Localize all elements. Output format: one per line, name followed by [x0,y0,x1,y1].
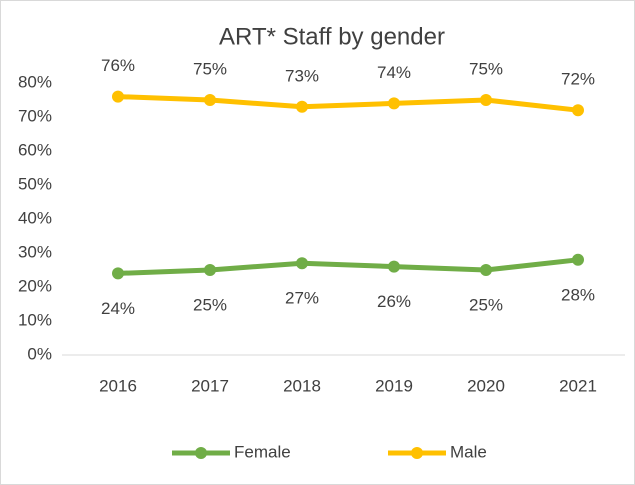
x-tick-label: 2016 [99,376,137,395]
chart-title: ART* Staff by gender [219,23,445,50]
legend-marker [411,447,423,459]
data-label: 24% [101,299,135,318]
data-point [388,97,400,110]
y-tick-label: 60% [18,140,52,159]
data-point [480,94,492,106]
data-point [204,264,216,276]
x-tick-label: 2019 [375,376,413,395]
series-line [115,94,581,113]
data-label: 74% [377,63,411,82]
data-label: 25% [469,295,503,314]
data-point [112,90,124,103]
y-tick-label: 50% [18,174,52,193]
data-label: 26% [377,292,411,311]
y-tick-label: 40% [18,208,52,227]
y-tick-label: 20% [18,276,52,295]
series-line [115,257,581,276]
data-label: 75% [469,59,503,78]
legend-marker [195,447,207,459]
y-tick-label: 70% [18,106,52,125]
data-point [388,260,400,273]
x-tick-label: 2017 [191,376,229,395]
data-point [296,100,308,113]
y-tick-label: 0% [27,344,52,363]
y-tick-label: 80% [18,72,52,91]
y-tick-label: 30% [18,242,52,261]
data-point [572,253,584,266]
data-label: 75% [193,59,227,78]
data-label: 73% [285,66,319,85]
data-label: 72% [561,70,595,89]
data-point [480,264,492,276]
data-point [296,257,308,270]
legend-label: Male [450,442,487,461]
x-tick-label: 2021 [559,376,597,395]
data-point [204,94,216,106]
data-label: 28% [561,285,595,304]
data-label: 76% [101,56,135,75]
data-point [572,104,584,117]
legend-label: Female [234,442,291,461]
data-label: 25% [193,295,227,314]
data-label: 27% [285,289,319,308]
y-tick-label: 10% [18,310,52,329]
x-tick-label: 2018 [283,376,321,395]
x-tick-label: 2020 [467,376,505,395]
data-point [112,267,124,280]
